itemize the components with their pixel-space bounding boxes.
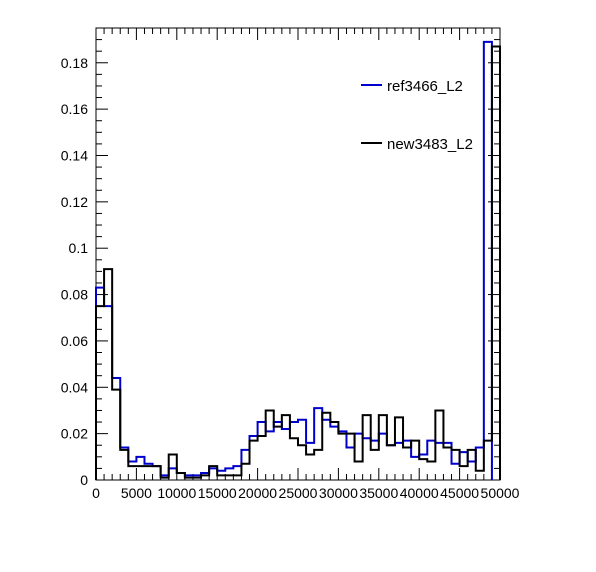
y-axis: 0 0.02 0.04 0.06 0.08 0.1 0.12 0.14 0.16 0.18 <box>61 27 500 488</box>
x-tick-label: 45000 <box>440 485 479 501</box>
series-layer <box>95 40 501 480</box>
x-tick-label: 25000 <box>279 485 318 501</box>
legend-label-new3483: new3483_L2 <box>387 136 473 153</box>
y-tick-label: 0.14 <box>61 147 88 163</box>
legend-label-ref3466: ref3466_L2 <box>387 78 463 95</box>
y-tick-label: 0.1 <box>69 240 89 256</box>
legend: ref3466_L2 new3483_L2 <box>361 78 473 153</box>
y-tick-label: 0.08 <box>61 287 88 303</box>
x-tick-label: 50000 <box>481 485 520 501</box>
x-tick-label: 10000 <box>157 485 196 501</box>
y-tick-label: 0.18 <box>61 55 88 71</box>
x-tick-label: 40000 <box>400 485 439 501</box>
series-line-new3483_L2 <box>95 45 501 480</box>
x-tick-label: 30000 <box>319 485 358 501</box>
y-tick-label: 0.12 <box>61 194 88 210</box>
x-tick-label: 15000 <box>198 485 237 501</box>
x-tick-label: 35000 <box>359 485 398 501</box>
y-tick-label: 0.04 <box>61 379 88 395</box>
y-tick-label: 0.06 <box>61 333 88 349</box>
y-tick-label: 0.16 <box>61 101 88 117</box>
x-tick-label: 20000 <box>238 485 277 501</box>
x-tick-label: 5000 <box>121 485 152 501</box>
y-tick-label: 0.02 <box>61 426 88 442</box>
x-tick-label: 0 <box>92 485 100 501</box>
y-tick-label: 0 <box>80 472 88 488</box>
